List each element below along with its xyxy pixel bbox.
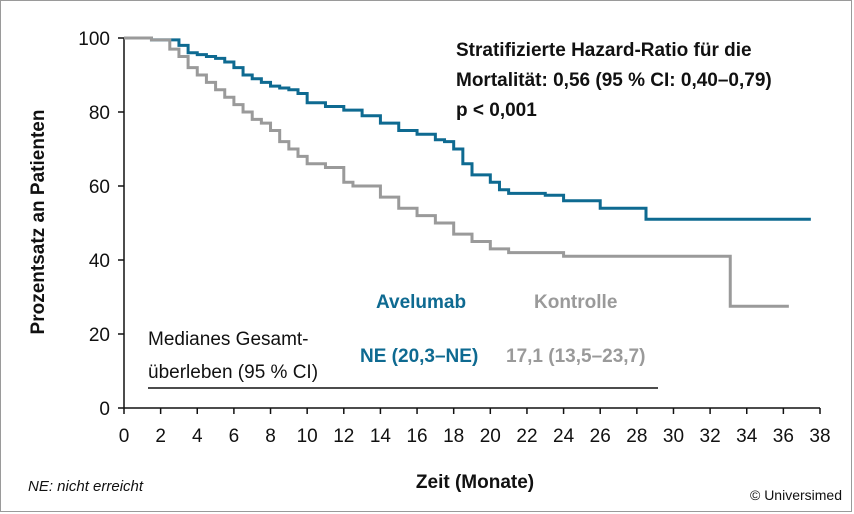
hazard-ratio-line-2: Mortalität: 0,56 (95 % CI: 0,40–0,79) <box>456 70 772 91</box>
y-tick-label: 40 <box>89 251 110 272</box>
x-tick-label: 4 <box>192 426 203 447</box>
median-label-line-1: Medianes Gesamt- <box>148 329 309 350</box>
median-label-line-2: überleben (95 % CI) <box>148 362 318 383</box>
median-avelumab: NE (20,3–NE) <box>360 346 478 367</box>
axes: 0 2 4 6 8 10 12 14 16 18 20 22 24 26 28 30 32 34 36 38 0204… <box>78 29 830 447</box>
x-tick-label: 14 <box>370 426 392 447</box>
x-tick-label: 2 <box>155 426 166 447</box>
y-tick-label: 0 <box>99 399 110 420</box>
p-value: p < 0,001 <box>456 100 537 121</box>
x-tick-label: 32 <box>700 426 721 447</box>
median-kontrolle: 17,1 (13,5–23,7) <box>506 346 645 367</box>
x-tick-label: 12 <box>333 426 354 447</box>
x-ticks: 0 2 4 6 8 10 12 14 16 18 20 22 24 26 28 30 32 34 36 38 <box>119 408 831 447</box>
y-tick-label: 60 <box>89 177 110 198</box>
hazard-ratio-line-1: Stratifizierte Hazard-Ratio für die <box>456 40 752 61</box>
x-tick-label: 28 <box>626 426 647 447</box>
y-tick-label: 80 <box>89 103 110 124</box>
x-tick-label: 38 <box>809 426 830 447</box>
series-line-kontrolle <box>124 36 789 308</box>
x-tick-label: 22 <box>516 426 537 447</box>
x-tick-label: 16 <box>406 426 427 447</box>
y-ticks: 0 20 40 60 80 100 <box>78 29 124 420</box>
footnote: NE: nicht erreicht <box>28 478 144 495</box>
series-line-avelumab <box>124 36 811 221</box>
series-group <box>124 36 811 308</box>
x-axis-title: Zeit (Monate) <box>416 472 534 493</box>
y-tick-label: 100 <box>78 29 110 50</box>
x-tick-label: 36 <box>773 426 794 447</box>
x-tick-label: 6 <box>229 426 240 447</box>
x-tick-label: 10 <box>297 426 318 447</box>
legend-avelumab: Avelumab <box>376 292 466 313</box>
x-tick-label: 26 <box>590 426 611 447</box>
legend-kontrolle: Kontrolle <box>534 292 617 313</box>
x-tick-label: 8 <box>265 426 276 447</box>
x-tick-label: 20 <box>480 426 501 447</box>
x-tick-label: 34 <box>736 426 758 447</box>
x-tick-label: 24 <box>553 426 575 447</box>
x-tick-label: 0 <box>119 426 130 447</box>
x-tick-label: 30 <box>663 426 684 447</box>
y-axis-title: Prozentsatz an Patienten <box>28 110 49 335</box>
x-tick-label: 18 <box>443 426 464 447</box>
y-tick-label: 20 <box>89 325 110 346</box>
copyright: © Universimed <box>750 487 842 503</box>
